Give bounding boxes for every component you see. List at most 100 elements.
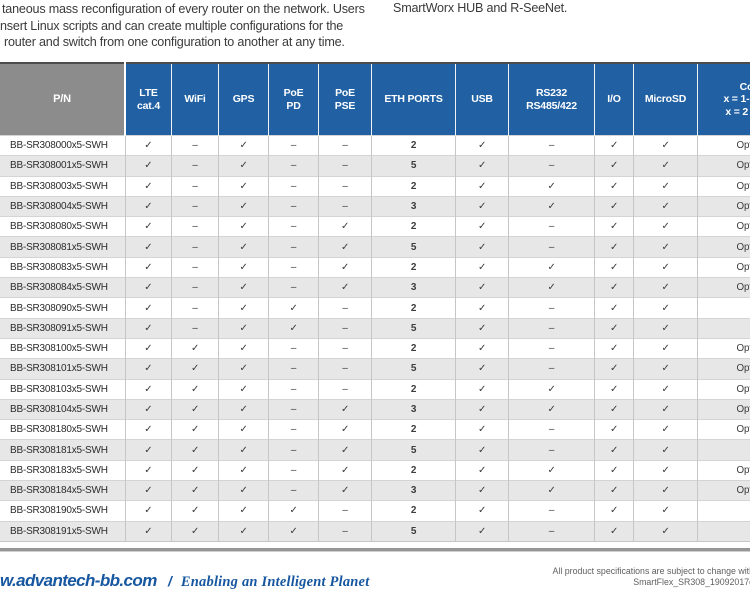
spec-cell: – <box>318 337 372 359</box>
spec-cell: ✓ <box>218 337 269 359</box>
spec-cell: – <box>508 216 595 237</box>
part-number-cell: BB-SR308083x5-SWH <box>0 256 125 278</box>
spec-cell: – <box>268 256 319 278</box>
spec-cell: 3 <box>371 480 456 501</box>
table-row: BB-SR308101x5-SWH✓✓✓––5✓–✓✓Optional <box>0 358 750 380</box>
spec-cell: ✓ <box>455 175 509 197</box>
part-number-cell: BB-SR308004x5-SWH <box>0 195 125 217</box>
spec-cell: ✓ <box>594 195 634 217</box>
column-header-poe-pse: PoE PSE <box>318 63 372 136</box>
spec-cell: 5 <box>371 520 456 542</box>
spec-cell: 5 <box>371 236 456 258</box>
footer-disclaimer: All product specifications are subject t… <box>553 566 750 587</box>
spec-cell: – <box>268 175 319 197</box>
spec-cell: ✓ <box>124 236 172 258</box>
spec-cell: Optional <box>697 236 750 258</box>
footer-branding: w.advantech-bb.com / Enabling an Intelli… <box>0 571 369 591</box>
spec-cell: ✓ <box>594 358 634 380</box>
spec-cell: ✓ <box>171 419 219 440</box>
part-number-cell: BB-SR308190x5-SWH <box>0 500 125 522</box>
spec-cell: Optional <box>697 216 750 237</box>
spec-cell: Optional <box>697 256 750 278</box>
spec-cell: ✓ <box>171 480 219 501</box>
spec-cell: ✓ <box>594 520 634 542</box>
spec-cell: ✓ <box>455 520 509 542</box>
spec-cell: ✓ <box>594 439 634 461</box>
spec-cell: ✓ <box>455 256 509 278</box>
spec-cell: 2 <box>371 216 456 237</box>
part-number-cell: BB-SR308100x5-SWH <box>0 337 125 359</box>
spec-cell: ✓ <box>594 317 634 339</box>
column-header-lte-cat4: LTE cat.4 <box>124 63 172 136</box>
spec-cell: ✓ <box>594 297 634 319</box>
spec-cell: ✓ <box>218 277 269 298</box>
spec-cell: 2 <box>371 256 456 278</box>
part-number-cell: BB-SR308104x5-SWH <box>0 398 125 420</box>
footer-divider <box>0 548 750 552</box>
spec-cell: ✓ <box>633 480 698 501</box>
spec-cell: ✓ <box>633 134 698 156</box>
spec-cell: – <box>171 297 219 319</box>
spec-cell: – <box>508 358 595 380</box>
spec-cell: – <box>318 175 372 197</box>
spec-cell: – <box>508 155 595 177</box>
table-row: BB-SR308090x5-SWH✓–✓✓–2✓–✓✓2 <box>0 297 750 319</box>
spec-cell: ✓ <box>455 398 509 420</box>
spec-cell: 2 <box>371 175 456 197</box>
spec-cell: – <box>508 134 595 156</box>
spec-cell: ✓ <box>455 337 509 359</box>
intro-paragraph-right: SmartWorx HUB and R-SeeNet. <box>393 1 568 15</box>
part-number-cell: BB-SR308103x5-SWH <box>0 378 125 400</box>
spec-cell: ✓ <box>124 256 172 278</box>
spec-cell: Optional <box>697 459 750 481</box>
spec-cell: – <box>318 358 372 380</box>
spec-cell: 3 <box>371 398 456 420</box>
table-row: BB-SR308084x5-SWH✓–✓–✓3✓✓✓✓Optional <box>0 277 750 298</box>
spec-cell: ✓ <box>594 277 634 298</box>
spec-cell: ✓ <box>455 216 509 237</box>
spec-cell: ✓ <box>594 236 634 258</box>
table-row: BB-SR308003x5-SWH✓–✓––2✓✓✓✓Optional <box>0 175 750 197</box>
spec-cell: ✓ <box>171 358 219 380</box>
spec-cell: ✓ <box>594 155 634 177</box>
spec-cell: ✓ <box>124 500 172 522</box>
spec-cell: ✓ <box>124 216 172 237</box>
spec-cell: ✓ <box>633 216 698 237</box>
spec-cell: Optional <box>697 337 750 359</box>
spec-cell: ✓ <box>594 175 634 197</box>
spec-cell: ✓ <box>455 358 509 380</box>
spec-cell: ✓ <box>318 256 372 278</box>
spec-cell: Optional <box>697 358 750 380</box>
spec-cell: – <box>268 155 319 177</box>
spec-cell: ✓ <box>218 439 269 461</box>
table-row: BB-SR308100x5-SWH✓✓✓––2✓–✓✓Optional <box>0 337 750 359</box>
spec-cell: ✓ <box>633 459 698 481</box>
spec-cell: ✓ <box>633 520 698 542</box>
spec-cell: – <box>318 134 372 156</box>
spec-cell: ✓ <box>124 398 172 420</box>
spec-cell: 2 <box>371 459 456 481</box>
table-row: BB-SR308180x5-SWH✓✓✓–✓2✓–✓✓Optional <box>0 419 750 440</box>
spec-cell: – <box>318 520 372 542</box>
spec-cell: ✓ <box>218 155 269 177</box>
spec-cell: ✓ <box>171 378 219 400</box>
column-header-usb: USB <box>455 63 509 136</box>
spec-cell: ✓ <box>218 175 269 197</box>
spec-cell: ✓ <box>633 236 698 258</box>
spec-cell: ✓ <box>594 398 634 420</box>
spec-cell: – <box>268 277 319 298</box>
spec-cell: ✓ <box>318 398 372 420</box>
part-number-cell: BB-SR308080x5-SWH <box>0 216 125 237</box>
spec-cell: – <box>318 378 372 400</box>
table-row: BB-SR308190x5-SWH✓✓✓✓–2✓–✓✓2 <box>0 500 750 522</box>
spec-cell: ✓ <box>218 520 269 542</box>
table-body: BB-SR308000x5-SWH✓–✓––2✓–✓✓OptionalBB-SR… <box>0 134 750 542</box>
spec-cell: ✓ <box>171 520 219 542</box>
spec-cell: – <box>171 216 219 237</box>
column-header-pn: P/N <box>0 63 126 136</box>
spec-cell: 2 <box>371 297 456 319</box>
spec-cell: 2 <box>697 439 750 461</box>
part-number-cell: BB-SR308091x5-SWH <box>0 317 125 339</box>
spec-cell: ✓ <box>171 398 219 420</box>
spec-cell: ✓ <box>124 459 172 481</box>
